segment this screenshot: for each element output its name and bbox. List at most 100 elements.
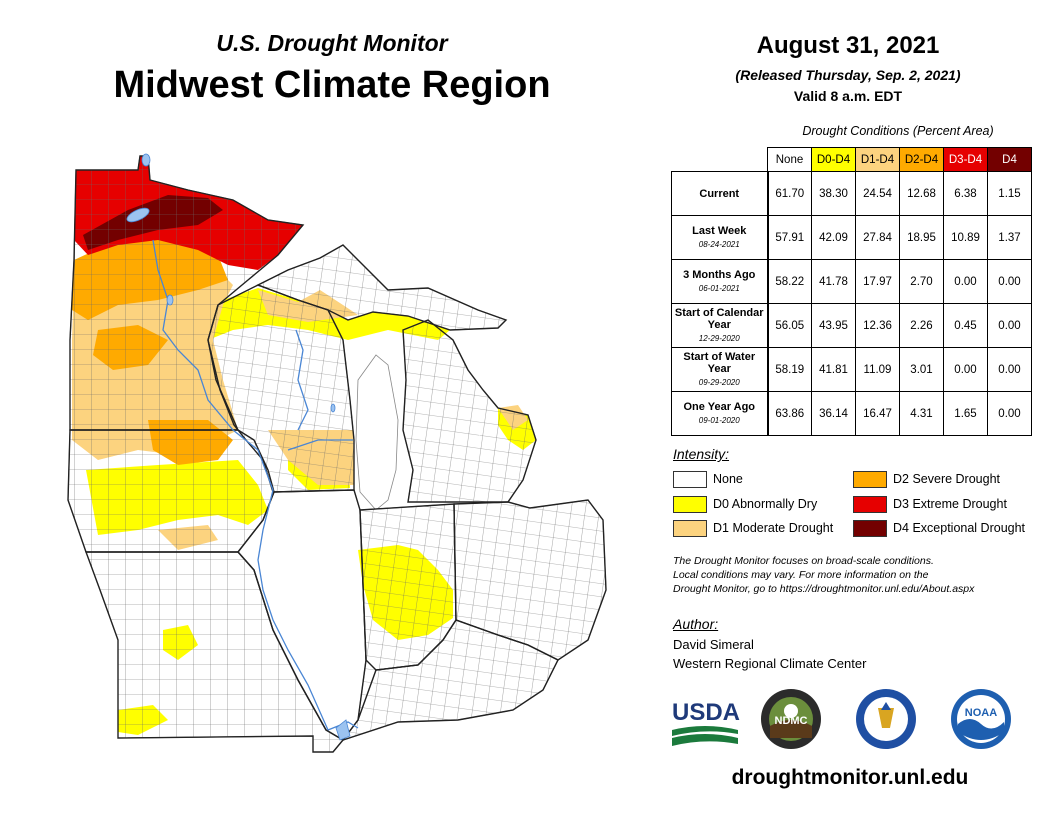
ndmc-logo-text: NDMC (775, 715, 808, 727)
table-cell: 1.15 (987, 171, 1032, 216)
table-cell: 56.05 (766, 303, 812, 348)
table-cell: 1.65 (943, 391, 988, 436)
note-line: Local conditions may vary. For more info… (673, 569, 929, 581)
table-cell: 10.89 (943, 215, 988, 260)
table-cell: 16.47 (855, 391, 900, 436)
legend-title: Intensity: (673, 446, 730, 462)
table-cell: 2.70 (899, 259, 944, 304)
legend-label: D2 Severe Drought (893, 472, 1001, 486)
table-cell: 0.00 (943, 347, 988, 392)
table-cell: 27.84 (855, 215, 900, 260)
row-date: 09-01-2020 (698, 415, 740, 425)
legend-item-d4: D4 Exceptional Drought (853, 519, 1025, 537)
table-row: One Year Ago 09-01-2020 63.86 36.14 16.47… (671, 391, 1032, 436)
table-row: Last Week 08-24-2021 57.91 42.09 27.84 18… (671, 215, 1032, 260)
usda-logo: USDA (672, 699, 740, 746)
rivers (152, 239, 359, 731)
legend-label: D0 Abnormally Dry (713, 497, 818, 511)
map-title: Midwest Climate Region (113, 64, 551, 106)
table-row: Start of Water Year 09-29-2020 58.19 41.8… (671, 347, 1032, 392)
col-header-none: None (767, 147, 812, 172)
map-subtitle: U.S. Drought Monitor (216, 30, 448, 56)
legend-item-d3: D3 Extreme Drought (853, 495, 1007, 513)
legend-swatch (673, 470, 707, 488)
row-label: Start of Water Year 09-29-2020 (671, 347, 768, 392)
row-label-text: Start of Water Year (683, 350, 756, 375)
row-date: 12-29-2020 (698, 333, 740, 343)
footer-url[interactable]: droughtmonitor.unl.edu (731, 766, 969, 789)
author-org: Western Regional Climate Center (673, 656, 867, 671)
table-cell: 42.09 (811, 215, 856, 260)
table-cell: 36.14 (811, 391, 856, 436)
table-cell: 12.36 (855, 303, 900, 348)
table-cell: 61.70 (766, 171, 812, 216)
great-lakes (355, 354, 399, 511)
row-date: 08-24-2021 (698, 239, 740, 249)
table-cell: 17.97 (855, 259, 900, 304)
table-cell: 18.95 (899, 215, 944, 260)
note-line: Drought Monitor, go to https://droughtmo… (673, 583, 975, 595)
table-cell: 3.01 (899, 347, 944, 392)
usda-logo-text: USDA (672, 699, 740, 726)
author-name: David Simeral (673, 637, 754, 652)
row-label-text: Last Week (692, 224, 747, 237)
legend-swatch (853, 495, 887, 513)
table-cell: 0.00 (943, 259, 988, 304)
valid-time: Valid 8 a.m. EDT (793, 88, 903, 104)
legend-label: None (713, 472, 743, 486)
table-cell: 63.86 (766, 391, 812, 436)
row-label-text: Current (699, 187, 740, 200)
table-cell: 41.78 (811, 259, 856, 304)
ndmc-logo: NDMC (761, 689, 821, 749)
table-cell: 0.00 (987, 303, 1032, 348)
legend-swatch (853, 470, 887, 488)
table-cell: 0.00 (987, 391, 1032, 436)
col-header-d3-d4: D3-D4 (943, 147, 988, 172)
col-header-d0-d4: D0-D4 (811, 147, 856, 172)
table-cell: 24.54 (855, 171, 900, 216)
row-label: Start of Calendar Year 12-29-2020 (671, 303, 768, 348)
table-row: Start of Calendar Year 12-29-2020 56.05 4… (671, 303, 1032, 348)
release-date: (Released Thursday, Sep. 2, 2021) (735, 67, 961, 83)
row-label: Current (671, 171, 768, 216)
legend-label: D3 Extreme Drought (893, 497, 1007, 511)
legend-label: D1 Moderate Drought (713, 521, 834, 535)
row-label-text: Start of Calendar Year (674, 306, 764, 331)
legend-swatch (853, 519, 887, 537)
legend-item-none: None (673, 470, 743, 488)
legend-item-d2: D2 Severe Drought (853, 470, 1000, 488)
table-cell: 0.45 (943, 303, 988, 348)
table-cell: 57.91 (766, 215, 812, 260)
row-label-text: One Year Ago (683, 400, 756, 413)
county-grid (68, 156, 606, 752)
row-label: Last Week 08-24-2021 (671, 215, 768, 260)
table-corner (672, 148, 768, 172)
col-header-d4: D4 (987, 147, 1032, 172)
table-row: Current 61.70 38.30 24.54 12.68 6.38 1.1… (671, 171, 1032, 216)
col-header-d1-d4: D1-D4 (855, 147, 900, 172)
legend-item-d1: D1 Moderate Drought (673, 519, 833, 537)
commerce-seal-logo (856, 689, 916, 749)
row-label: 3 Months Ago 06-01-2021 (671, 259, 768, 304)
row-date: 06-01-2021 (698, 283, 740, 293)
table-cell: 38.30 (811, 171, 856, 216)
legend-label: D4 Exceptional Drought (893, 521, 1026, 535)
table-cell: 4.31 (899, 391, 944, 436)
table-caption: Drought Conditions (Percent Area) (802, 124, 994, 138)
table-cell: 0.00 (987, 259, 1032, 304)
table-cell: 6.38 (943, 171, 988, 216)
table-cell: 11.09 (855, 347, 900, 392)
legend-swatch (673, 495, 707, 513)
note-line: The Drought Monitor focuses on broad-sca… (673, 555, 934, 567)
table-cell: 58.22 (766, 259, 812, 304)
map-date: August 31, 2021 (756, 32, 940, 59)
table-cell: 41.81 (811, 347, 856, 392)
row-label: One Year Ago 09-01-2020 (671, 391, 768, 436)
drought-conditions-table: None D0-D4 D1-D4 D2-D4 D3-D4 D4 Current … (671, 147, 1032, 436)
table-cell: 58.19 (766, 347, 812, 392)
drought-map (67, 153, 607, 753)
author-title: Author: (673, 616, 719, 632)
legend-item-d0: D0 Abnormally Dry (673, 495, 817, 513)
row-label-text: 3 Months Ago (683, 268, 756, 281)
table-cell: 2.26 (899, 303, 944, 348)
